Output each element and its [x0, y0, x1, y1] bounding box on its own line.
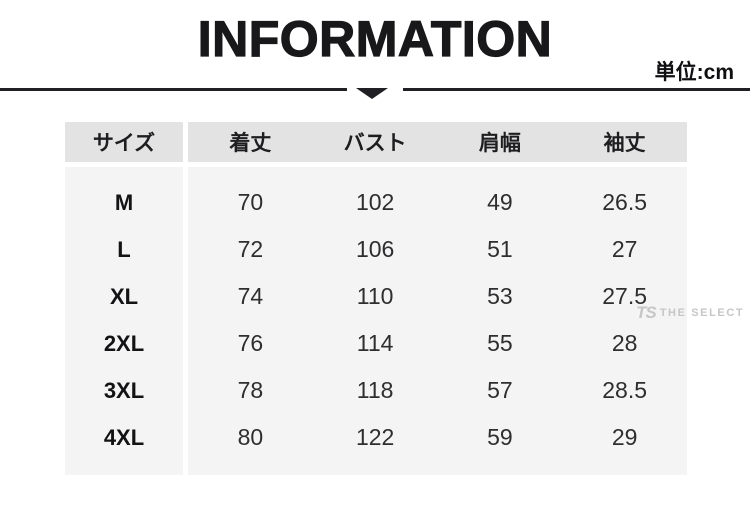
measurement-cell: 28 — [611, 330, 638, 356]
column-header-shoulder: 肩幅 — [478, 132, 521, 155]
column-header-sleeve: 袖丈 — [603, 132, 646, 155]
size-column-header-bar: サイズ — [65, 122, 183, 162]
measurement-cell: 55 — [487, 330, 513, 356]
size-row-label: XL — [109, 283, 139, 309]
measurement-cell: 28.5 — [602, 377, 647, 403]
unit-label: 単位:cm — [654, 61, 734, 84]
size-column: サイズ M L XL 2XL 3XL 4XL — [65, 122, 183, 475]
size-row-label: L — [117, 236, 131, 262]
size-row-label: 2XL — [103, 330, 145, 356]
measurement-cell: 122 — [355, 424, 395, 450]
size-row-label: 3XL — [103, 377, 145, 403]
measurement-cell: 59 — [487, 424, 513, 450]
measurement-cell: 80 — [237, 424, 264, 450]
page-title: INFORMATION — [197, 10, 553, 67]
measurement-cell: 114 — [356, 330, 394, 356]
column-header-bust: バスト — [343, 132, 407, 155]
measurement-cell: 51 — [487, 236, 513, 262]
measurement-cell: 74 — [237, 283, 264, 309]
arrow-down-icon — [356, 88, 388, 99]
measurement-cell: 110 — [356, 283, 394, 309]
measurement-cell: 57 — [487, 377, 513, 403]
measurement-cell: 102 — [355, 189, 395, 215]
measurement-cell: 118 — [356, 377, 394, 403]
measurement-cell: 49 — [487, 189, 513, 215]
column-header-length: 着丈 — [229, 132, 272, 155]
measurement-cell: 106 — [355, 236, 395, 262]
measurement-cell: 29 — [611, 424, 638, 450]
size-row-label: M — [114, 189, 134, 215]
column-header-size: サイズ — [92, 132, 156, 155]
measurements-columns: 着丈 バスト 肩幅 袖丈 70 102 49 26.5 72 106 51 27… — [188, 122, 687, 475]
measurement-cell: 78 — [237, 377, 264, 403]
measurement-cell: 72 — [237, 236, 264, 262]
measurement-cell: 76 — [237, 330, 264, 356]
size-column-body: M L XL 2XL 3XL 4XL — [65, 167, 183, 475]
measurements-body: 70 102 49 26.5 72 106 51 27 74 110 53 27… — [188, 167, 687, 475]
size-chart-table: サイズ M L XL 2XL 3XL 4XL 着丈 バスト 肩幅 袖丈 70 1… — [65, 122, 687, 475]
measurements-header-bar: 着丈 バスト 肩幅 袖丈 — [188, 122, 687, 162]
size-row-label: 4XL — [103, 424, 145, 450]
brand-watermark: TS THE SELECT — [636, 303, 744, 323]
measurement-cell: 70 — [237, 189, 264, 215]
brand-logo-icon: TS — [636, 303, 657, 322]
measurement-cell: 27.5 — [602, 283, 647, 309]
brand-name: THE SELECT — [659, 307, 745, 319]
measurement-cell: 53 — [487, 283, 513, 309]
measurement-cell: 27 — [611, 236, 638, 262]
measurement-cell: 26.5 — [602, 189, 647, 215]
